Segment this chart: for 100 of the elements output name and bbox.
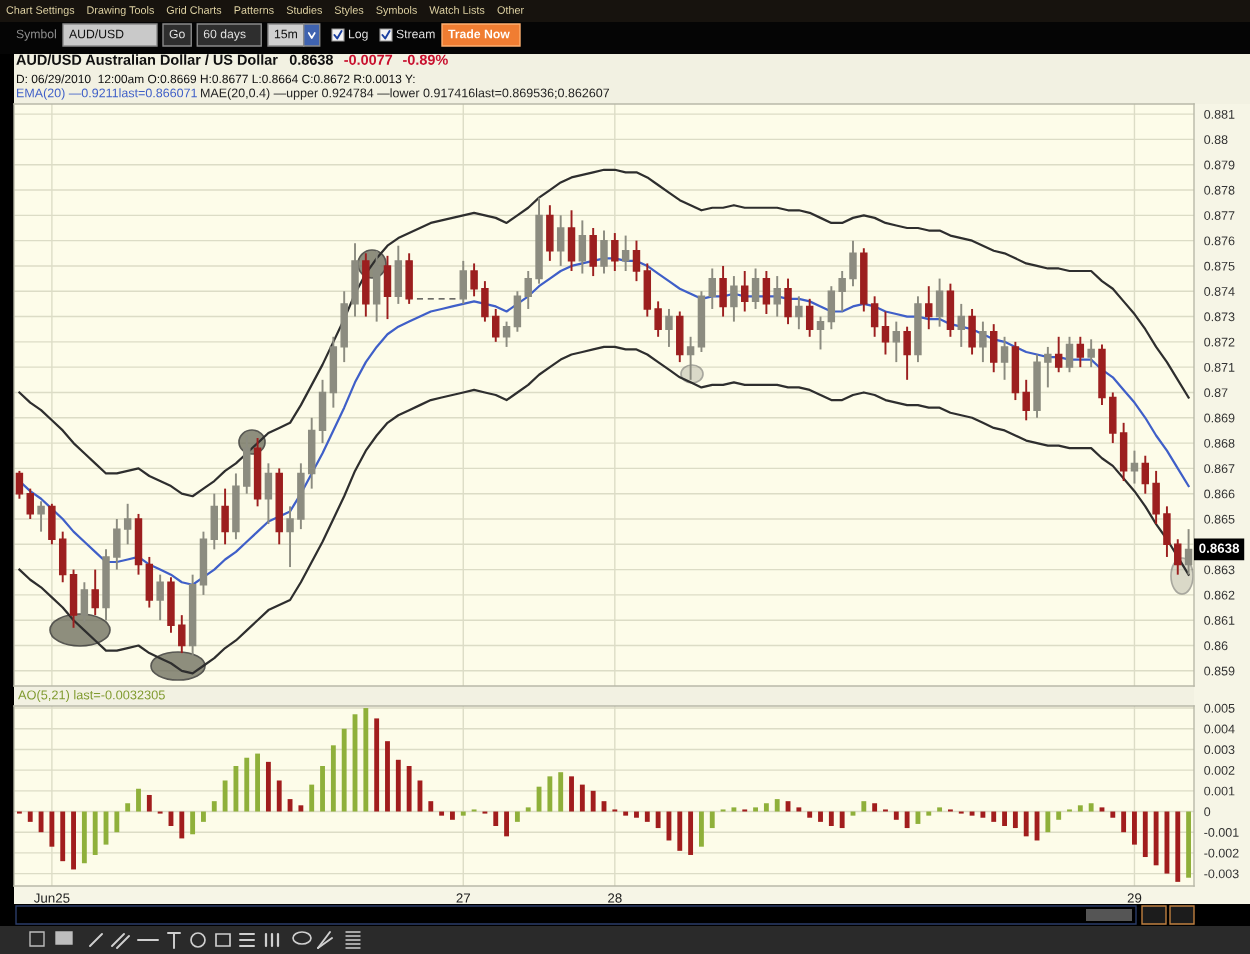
candlestick xyxy=(502,320,511,348)
candlestick xyxy=(578,219,587,275)
candlestick xyxy=(784,277,792,326)
bar xyxy=(763,803,769,812)
candlestick xyxy=(600,229,608,275)
bar xyxy=(1056,811,1062,820)
bar xyxy=(1153,811,1159,866)
candlestick xyxy=(611,232,619,272)
candlestick xyxy=(773,275,781,318)
bar xyxy=(211,801,217,812)
bar xyxy=(904,811,910,829)
bar xyxy=(179,811,185,839)
bar xyxy=(255,753,261,812)
bar xyxy=(146,794,152,812)
bar xyxy=(709,811,715,829)
bar xyxy=(1023,811,1029,837)
bar xyxy=(309,784,315,812)
candlestick xyxy=(264,462,273,526)
candlestick xyxy=(26,487,34,520)
candlestick xyxy=(394,244,403,305)
candlestick xyxy=(589,227,597,278)
candlestick xyxy=(405,252,413,305)
bar xyxy=(655,811,661,829)
bar xyxy=(136,788,141,812)
candlestick xyxy=(1054,335,1063,374)
bar xyxy=(1121,811,1127,833)
line-series xyxy=(18,168,1190,498)
bar xyxy=(1002,811,1007,826)
bar xyxy=(579,784,585,812)
candlestick xyxy=(676,310,684,364)
candlestick xyxy=(1184,528,1193,576)
candlestick xyxy=(318,378,327,445)
candlestick xyxy=(15,469,24,500)
candlestick xyxy=(1000,335,1009,381)
bar xyxy=(276,780,282,812)
bar xyxy=(385,741,390,812)
candlestick xyxy=(69,568,78,629)
bar xyxy=(265,761,271,812)
candlestick xyxy=(730,275,738,323)
candlestick xyxy=(708,267,716,310)
candlestick xyxy=(459,259,467,305)
bar xyxy=(60,811,66,862)
bar xyxy=(514,811,520,822)
bar xyxy=(1077,805,1083,812)
bar xyxy=(406,766,412,812)
candlestick xyxy=(968,308,976,356)
bar xyxy=(493,811,499,826)
bar xyxy=(980,811,986,818)
candlestick xyxy=(816,315,825,351)
candlestick xyxy=(37,500,45,533)
bar xyxy=(49,811,55,847)
bar xyxy=(699,811,704,847)
candlestick xyxy=(383,254,392,321)
candlestick xyxy=(556,214,565,267)
candlestick xyxy=(134,512,143,576)
candlestick xyxy=(199,530,208,596)
candlestick xyxy=(632,239,641,283)
candlestick xyxy=(145,555,154,609)
bar xyxy=(114,811,120,833)
bar xyxy=(125,803,131,812)
bar xyxy=(81,811,87,864)
candlestick xyxy=(903,325,911,381)
candlestick xyxy=(621,234,630,272)
bar xyxy=(450,811,455,820)
candlestick xyxy=(1130,449,1139,485)
bar xyxy=(374,718,380,812)
candlestick xyxy=(1065,335,1074,374)
bar xyxy=(222,780,228,812)
bar xyxy=(38,811,44,833)
bar xyxy=(677,811,683,851)
bar xyxy=(428,801,434,812)
bar xyxy=(298,805,304,812)
candlestick xyxy=(546,204,554,262)
bar xyxy=(774,799,780,812)
bar xyxy=(363,708,369,812)
bar xyxy=(1142,811,1148,858)
candlestick xyxy=(979,320,987,364)
candlestick xyxy=(362,252,370,318)
candlestick xyxy=(881,310,890,356)
bar xyxy=(1186,811,1192,878)
bar xyxy=(547,776,553,812)
candlestick xyxy=(567,209,576,272)
bar xyxy=(320,766,325,812)
candlestick xyxy=(795,295,803,331)
candlestick xyxy=(805,297,814,338)
bar xyxy=(1012,811,1018,829)
bar xyxy=(92,811,98,855)
bar xyxy=(395,759,401,812)
bar xyxy=(1110,811,1116,818)
bar xyxy=(504,811,509,837)
bar xyxy=(991,811,997,822)
candlestick xyxy=(665,308,673,348)
bar xyxy=(71,811,76,870)
bar xyxy=(233,766,239,812)
candlestick xyxy=(946,282,955,338)
bar xyxy=(828,811,834,826)
candlestick xyxy=(935,277,944,328)
bar xyxy=(839,811,845,829)
bar xyxy=(558,772,564,812)
candlestick xyxy=(80,581,89,624)
